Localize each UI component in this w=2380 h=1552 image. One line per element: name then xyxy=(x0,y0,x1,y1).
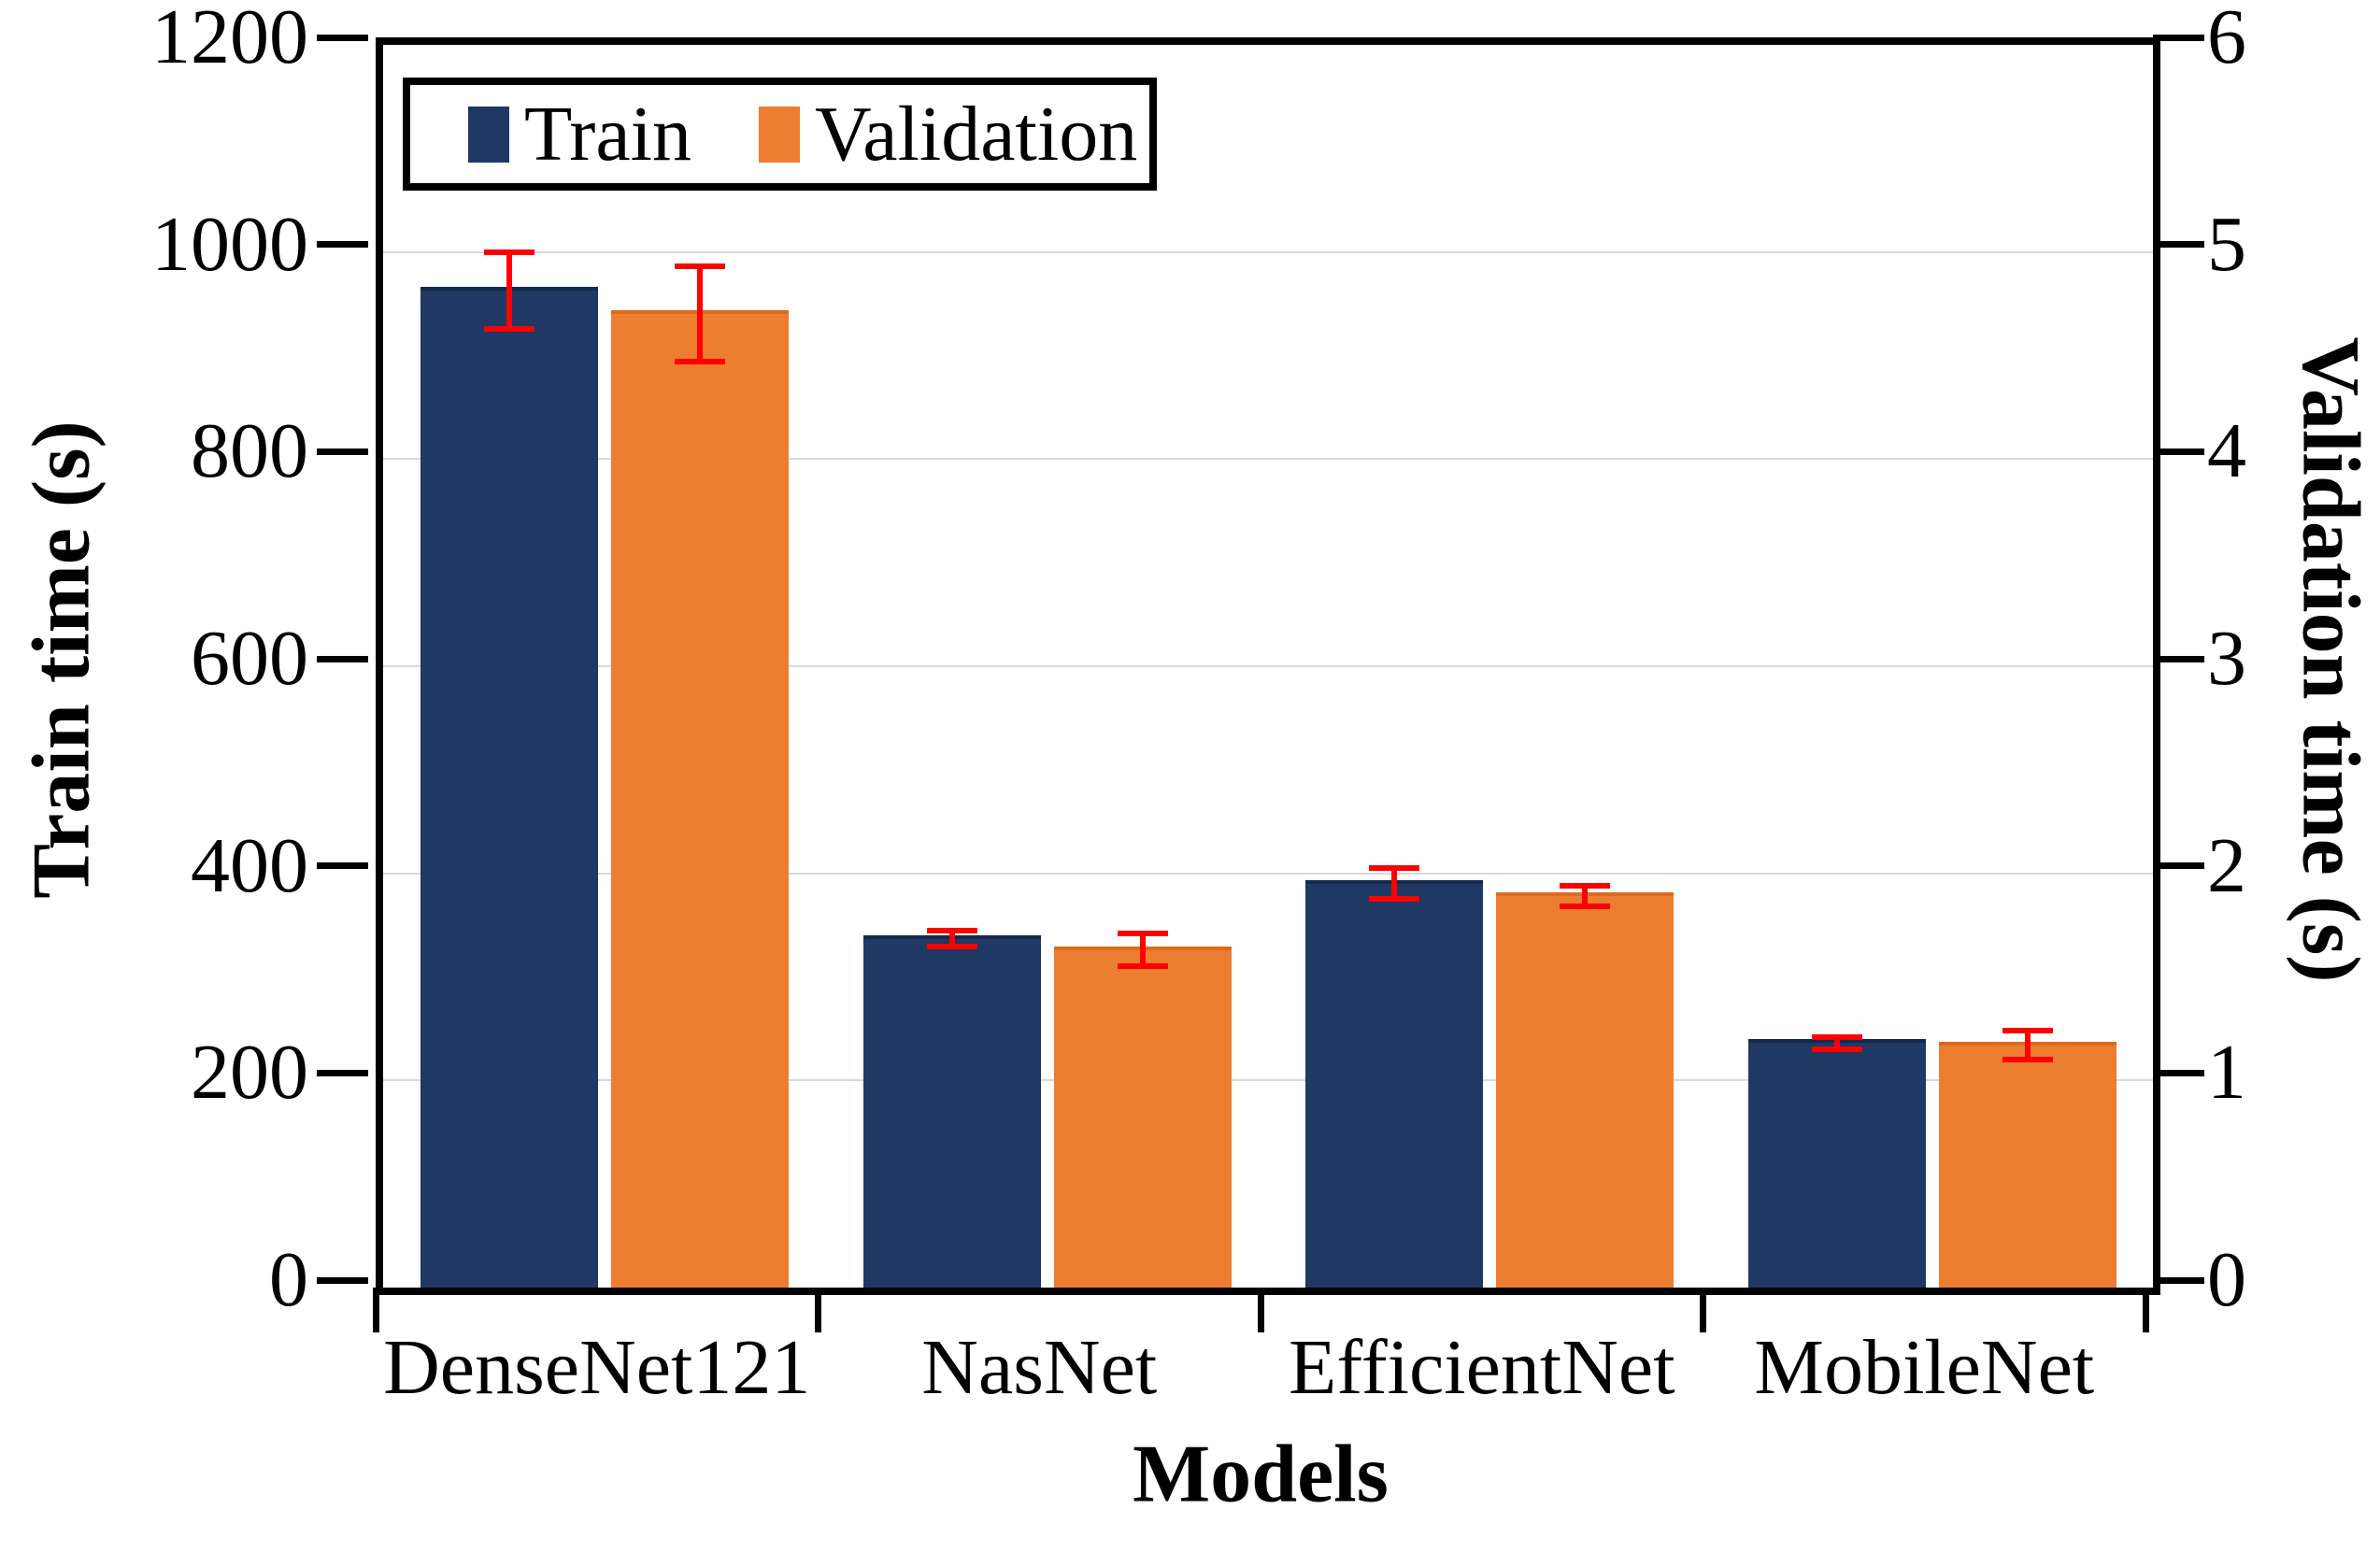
right-axis-tick xyxy=(2153,862,2204,870)
right-axis-tick xyxy=(2153,655,2204,662)
error-bar-cap-bottom xyxy=(484,325,534,332)
validation-bar xyxy=(1053,946,1232,1288)
gridline xyxy=(383,250,2153,253)
y-axis-tick-label-left: 800 xyxy=(191,407,308,495)
left-axis-tick xyxy=(317,34,368,41)
error-bar xyxy=(1117,930,1168,970)
error-bar xyxy=(1369,865,1419,903)
legend-item-train: Train xyxy=(468,90,691,178)
x-axis-category-label: DenseNet121 xyxy=(383,1324,811,1411)
error-bar-stem xyxy=(948,927,955,950)
x-axis-tick xyxy=(372,1288,379,1332)
y-axis-tick-label-left: 600 xyxy=(191,615,308,702)
x-axis-tick xyxy=(1257,1288,1264,1332)
right-axis-tick xyxy=(2153,1276,2204,1284)
error-bar xyxy=(1811,1033,1862,1053)
error-bar-cap-bottom xyxy=(1369,896,1419,903)
x-axis-title: Models xyxy=(1133,1429,1389,1520)
y-axis-tick-label-right: 3 xyxy=(2207,615,2246,702)
legend-label-train: Train xyxy=(524,90,691,178)
error-bar-stem xyxy=(1139,930,1146,970)
x-axis-category-label: MobileNet xyxy=(1754,1324,2095,1411)
y-axis-tick-label-right: 2 xyxy=(2207,821,2246,909)
legend-item-validation: Validation xyxy=(758,90,1138,178)
x-axis-tick xyxy=(815,1288,821,1332)
y-axis-tick-label-left: 0 xyxy=(269,1236,308,1323)
train-bar xyxy=(1305,879,1483,1288)
validation-bar xyxy=(611,310,789,1288)
right-axis-tick xyxy=(2153,241,2204,249)
error-bar-cap-bottom xyxy=(1811,1047,1862,1053)
error-bar xyxy=(484,249,534,332)
error-bar-stem xyxy=(1391,865,1397,903)
y-axis-tick-label-right: 0 xyxy=(2207,1236,2246,1323)
gridline xyxy=(383,872,2153,875)
error-bar-cap-bottom xyxy=(926,944,977,950)
x-axis-category-label: EfficientNet xyxy=(1288,1324,1675,1411)
error-bar-cap-bottom xyxy=(1560,904,1610,910)
y-axis-tick-label-left: 400 xyxy=(191,821,308,909)
error-bar-stem xyxy=(506,249,512,332)
left-axis-tick xyxy=(317,241,368,249)
train-color-swatch-icon xyxy=(468,106,509,163)
error-bar xyxy=(2002,1028,2053,1063)
left-axis-tick xyxy=(317,1069,368,1076)
right-axis-tick xyxy=(2153,448,2204,455)
right-axis-tick xyxy=(2153,1069,2204,1076)
y-axis-tick-label-right: 4 xyxy=(2207,407,2246,495)
error-bar xyxy=(926,927,977,950)
y-axis-tick-label-left: 1000 xyxy=(151,200,308,288)
left-axis-tick xyxy=(317,448,368,455)
error-bar-cap-bottom xyxy=(1117,963,1168,970)
y-axis-tick-label-right: 6 xyxy=(2207,0,2246,80)
y-axis-tick-label-left: 1200 xyxy=(151,0,308,80)
error-bar-cap-bottom xyxy=(675,359,725,365)
legend-label-validation: Validation xyxy=(814,90,1138,178)
error-bar-stem xyxy=(697,263,703,365)
legend: Train Validation xyxy=(403,78,1157,191)
error-bar-stem xyxy=(1582,882,1588,910)
train-bar xyxy=(420,286,598,1288)
y-axis-tick-label-right: 1 xyxy=(2207,1029,2246,1117)
validation-bar xyxy=(1938,1041,2116,1288)
error-bar-cap-bottom xyxy=(2002,1057,2053,1063)
y-axis-tick-label-right: 5 xyxy=(2207,200,2246,288)
train-bar xyxy=(862,934,1041,1288)
gridline xyxy=(383,1079,2153,1082)
gridline xyxy=(383,665,2153,667)
gridline xyxy=(383,458,2153,461)
validation-bar xyxy=(1496,892,1674,1288)
left-axis-tick xyxy=(317,1276,368,1284)
x-axis-tick xyxy=(2142,1288,2149,1332)
x-axis-category-label: NasNet xyxy=(921,1324,1158,1411)
error-bar xyxy=(675,263,725,365)
error-bar-stem xyxy=(1833,1033,1840,1053)
validation-color-swatch-icon xyxy=(758,106,800,163)
y-axis-tick-label-left: 200 xyxy=(191,1029,308,1117)
right-axis-tick xyxy=(2153,34,2204,41)
left-axis-tick xyxy=(317,655,368,662)
x-axis-tick xyxy=(1700,1288,1706,1332)
plot-area xyxy=(376,37,2160,1295)
error-bar-stem xyxy=(2024,1028,2031,1063)
error-bar xyxy=(1560,882,1610,910)
left-axis-tick xyxy=(317,862,368,870)
train-bar xyxy=(1747,1039,1926,1288)
